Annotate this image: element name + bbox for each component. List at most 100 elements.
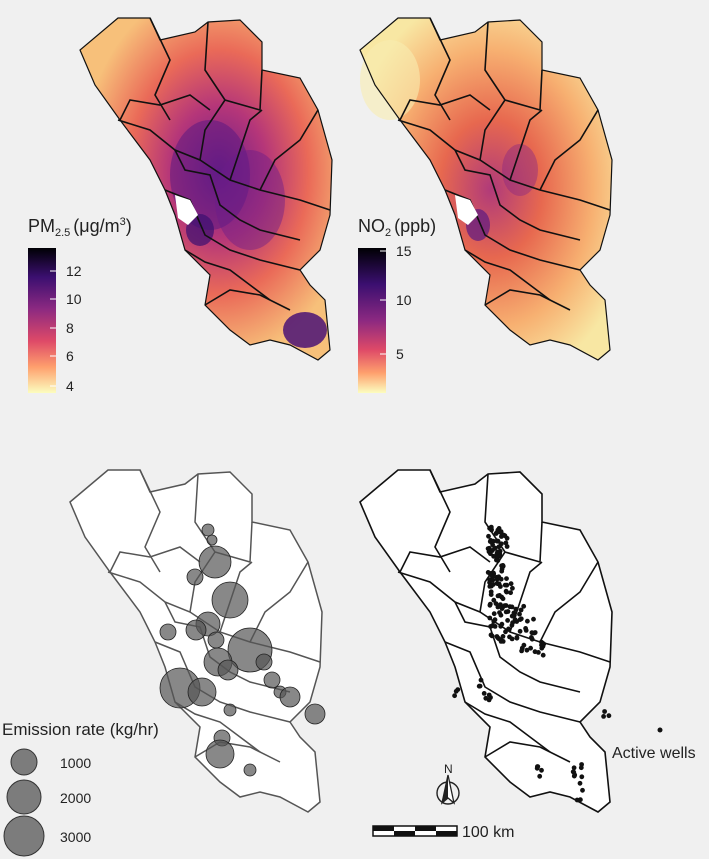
well-point — [602, 709, 607, 714]
emission-source-point — [198, 545, 232, 579]
emission-source-point — [201, 523, 215, 537]
pm25-legend: PM2.5 (μg/m3) 12 10 8 6 4 — [28, 216, 132, 394]
well-point — [487, 602, 493, 608]
well-point — [481, 691, 487, 696]
no2-tick-label: 15 — [396, 243, 412, 259]
emission-source-point — [263, 671, 281, 689]
emission-source-point — [217, 659, 239, 681]
no2-map-panel — [359, 17, 613, 361]
pm25-tick-label: 12 — [66, 263, 82, 279]
well-point — [483, 695, 489, 701]
well-point — [491, 611, 497, 617]
well-point — [496, 636, 502, 642]
well-point — [514, 635, 520, 640]
well-point — [501, 532, 507, 538]
well-point — [500, 634, 506, 639]
emission-size-legend-label-small: 1000 — [60, 755, 91, 771]
scale-bar-segment — [373, 826, 394, 831]
emissions-region-outline — [69, 469, 323, 813]
pm25-tick-label: 8 — [66, 320, 74, 336]
scale-bar-segment — [436, 831, 457, 836]
no2-lowzone — [360, 40, 420, 120]
well-point — [518, 607, 524, 613]
well-point — [486, 545, 492, 551]
well-point — [499, 566, 505, 572]
wells-legend-dot — [657, 727, 663, 733]
pm25-legend-title: PM2.5 (μg/m3) — [28, 216, 132, 239]
well-point — [487, 615, 493, 621]
well-point — [529, 636, 535, 642]
emission-source-point — [223, 703, 237, 717]
wells-map-panel — [359, 469, 613, 813]
well-point — [486, 692, 492, 698]
well-point — [489, 623, 495, 629]
well-point — [498, 612, 504, 618]
well-point — [517, 611, 522, 617]
pm25-bay-water — [175, 195, 198, 225]
well-point — [503, 629, 508, 635]
well-point — [495, 604, 501, 610]
well-point — [492, 617, 498, 623]
well-point — [528, 645, 533, 651]
well-point — [498, 529, 503, 535]
well-point — [531, 616, 536, 622]
well-point — [488, 583, 494, 589]
well-point — [496, 581, 502, 587]
north-arrow: N — [436, 762, 460, 805]
well-point — [505, 618, 510, 623]
well-point — [509, 613, 515, 619]
wells-region-outline — [359, 469, 613, 813]
well-point — [490, 538, 496, 544]
no2-legend-title: NO2 (ppb) — [358, 216, 436, 239]
emission-source-point — [279, 686, 301, 708]
well-point — [513, 606, 519, 612]
well-point — [495, 593, 501, 599]
well-point — [496, 574, 502, 580]
no2-colorbar-ticks: 15 10 5 — [380, 243, 412, 362]
well-point — [499, 621, 505, 627]
scale-bar-label: 100 km — [462, 824, 514, 841]
well-point — [532, 649, 538, 655]
well-point — [578, 765, 584, 771]
pm25-hotspot — [283, 312, 327, 348]
well-point — [489, 633, 495, 639]
scale-bar-segment — [394, 831, 415, 836]
well-point — [537, 773, 543, 779]
well-point — [490, 542, 495, 548]
pm25-hotspot — [215, 150, 285, 250]
emission-source-point — [159, 623, 177, 641]
emission-source-point — [187, 677, 217, 707]
scale-bar-segment — [415, 826, 436, 831]
well-point — [488, 524, 494, 530]
no2-hotspot — [502, 144, 538, 196]
well-point — [524, 647, 530, 653]
well-point — [523, 626, 528, 631]
well-point — [606, 713, 612, 719]
emission-source-point — [211, 581, 249, 619]
emission-source-point — [207, 631, 225, 649]
emission-size-legend-circle-medium — [6, 779, 42, 815]
well-point — [485, 570, 491, 575]
well-point — [529, 630, 535, 636]
no2-colorbar — [358, 248, 386, 393]
pm25-colorbar — [28, 248, 56, 393]
wells-legend: Active wells — [612, 727, 696, 762]
emission-size-legend-label-medium: 2000 — [60, 790, 91, 806]
well-point — [495, 538, 500, 544]
emissions-map-panel — [69, 469, 326, 813]
pm25-colorbar-ticks: 12 10 8 6 4 — [50, 263, 82, 394]
well-point — [504, 589, 509, 595]
north-arrow-fill-icon — [442, 775, 448, 803]
well-point — [500, 596, 506, 602]
well-point — [491, 553, 496, 559]
well-point — [491, 597, 497, 603]
well-point — [504, 576, 509, 581]
well-point — [571, 773, 577, 779]
pm25-map-panel — [79, 17, 333, 361]
well-point — [512, 617, 518, 622]
well-point — [521, 603, 527, 609]
emission-source-point — [304, 703, 326, 725]
well-point — [507, 604, 513, 610]
emission-source-point — [243, 763, 257, 777]
